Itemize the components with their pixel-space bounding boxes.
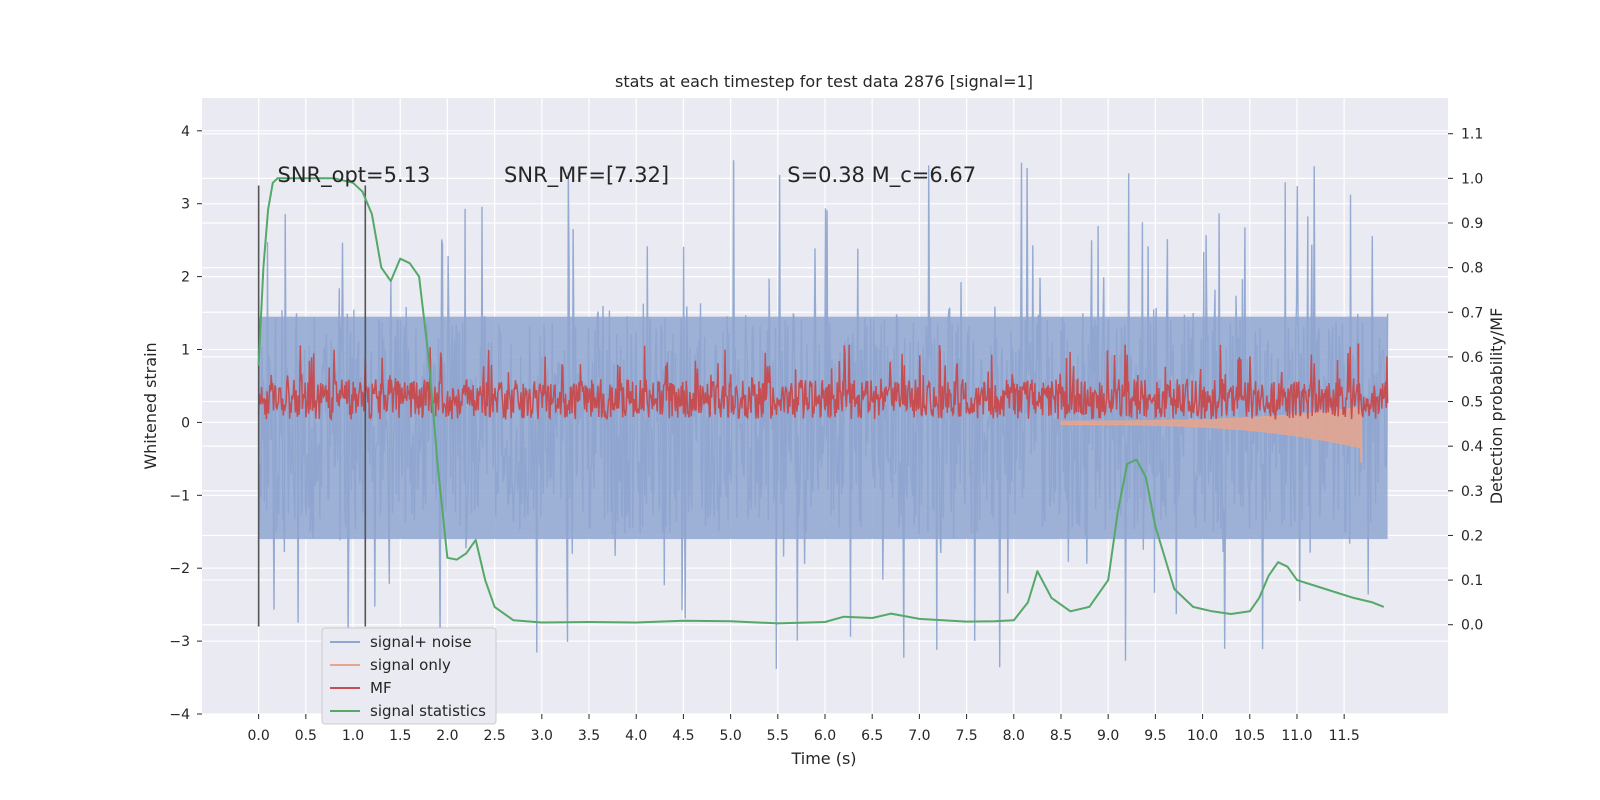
y2-tick-label: 0.7 — [1461, 305, 1483, 321]
x-tick-label: 10.5 — [1234, 728, 1265, 744]
annotation: S=0.38 M_c=6.67 — [787, 163, 976, 188]
y2-tick-label: 0.8 — [1461, 261, 1483, 277]
y2-tick-label: 0.0 — [1461, 618, 1483, 634]
x-tick-label: 0.0 — [248, 728, 270, 744]
y-tick-label: 4 — [181, 124, 190, 140]
y2-tick-label: 0.2 — [1461, 528, 1483, 544]
x-tick-label: 11.5 — [1329, 728, 1360, 744]
legend: signal+ noise signal only MF signal statist… — [321, 627, 497, 725]
y-tick-label: 1 — [181, 343, 190, 359]
y-tick-label: −1 — [169, 488, 190, 504]
x-tick-label: 0.5 — [295, 728, 317, 744]
legend-label: MF — [370, 679, 392, 697]
x-tick-label: 9.0 — [1097, 728, 1119, 744]
x-tick-label: 1.0 — [342, 728, 364, 744]
legend-label: signal only — [370, 656, 451, 674]
x-tick-label: 1.5 — [389, 728, 411, 744]
legend-box — [321, 627, 497, 725]
x-tick-label: 2.5 — [483, 728, 505, 744]
y-tick-label: 2 — [181, 270, 190, 286]
y-tick-label: −3 — [169, 634, 190, 650]
x-tick-label: 8.5 — [1050, 728, 1072, 744]
y2-axis-label: Detection probability/MF — [1487, 308, 1506, 505]
band-signal-noise — [258, 316, 1388, 540]
legend-label: signal statistics — [370, 702, 486, 720]
chart-title: stats at each timestep for test data 287… — [615, 72, 1033, 91]
x-tick-label: 7.5 — [955, 728, 977, 744]
annotation: SNR_MF=[7.32] — [504, 163, 669, 188]
x-tick-label: 6.5 — [861, 728, 883, 744]
y-tick-label: −2 — [169, 561, 190, 577]
legend-label: signal+ noise — [370, 633, 472, 651]
series-signal-noise — [257, 160, 1389, 669]
annotations: SNR_opt=5.13 SNR_MF=[7.32] S=0.38 M_c=6.67 — [278, 163, 977, 188]
y2-axis-ticks: 1.1 1.0 0.9 0.8 0.7 0.6 0.5 0.4 0.3 0.2 0.1 0.0 — [1448, 127, 1483, 634]
y-axis-label: Whitened strain — [141, 342, 160, 469]
line-signal-statistics — [257, 177, 1385, 625]
x-tick-label: 4.0 — [625, 728, 647, 744]
y2-tick-label: 1.1 — [1461, 127, 1483, 143]
y2-tick-label: 1.0 — [1461, 171, 1483, 187]
series-mf — [257, 343, 1389, 421]
y2-tick-label: 0.9 — [1461, 216, 1483, 232]
x-tick-label: 10.0 — [1187, 728, 1218, 744]
annotation: SNR_opt=5.13 — [278, 163, 431, 188]
x-tick-label: 5.0 — [719, 728, 741, 744]
y2-tick-label: 0.5 — [1461, 395, 1483, 411]
series-signal-only — [1060, 406, 1363, 463]
x-tick-label: 2.0 — [436, 728, 458, 744]
y2-tick-label: 0.6 — [1461, 350, 1483, 366]
window-markers — [257, 185, 367, 627]
y2-tick-label: 0.3 — [1461, 484, 1483, 500]
y-tick-label: 3 — [181, 197, 190, 213]
series-signal-statistics — [257, 177, 1385, 625]
y-tick-label: −4 — [169, 707, 190, 723]
x-tick-label: 5.5 — [767, 728, 789, 744]
line-mf — [257, 344, 1389, 421]
y-tick-label: 0 — [181, 415, 190, 431]
x-tick-label: 6.0 — [814, 728, 836, 744]
x-tick-label: 8.0 — [1003, 728, 1025, 744]
x-tick-label: 9.5 — [1144, 728, 1166, 744]
x-tick-label: 3.0 — [531, 728, 553, 744]
x-tick-label: 11.0 — [1281, 728, 1312, 744]
y2-tick-label: 0.1 — [1461, 573, 1483, 589]
x-tick-label: 3.5 — [578, 728, 600, 744]
x-tick-label: 7.0 — [908, 728, 930, 744]
x-tick-label: 4.5 — [672, 728, 694, 744]
x-axis-label: Time (s) — [790, 749, 856, 768]
x-axis-ticks: 0.0 0.5 1.0 1.5 2.0 2.5 3.0 3.5 4.0 4.5 5.0 5.5 6.0 6… — [248, 714, 1360, 744]
y-axis-ticks: 4 3 2 1 0 −1 −2 −3 −4 — [169, 124, 202, 723]
y2-tick-label: 0.4 — [1461, 439, 1483, 455]
